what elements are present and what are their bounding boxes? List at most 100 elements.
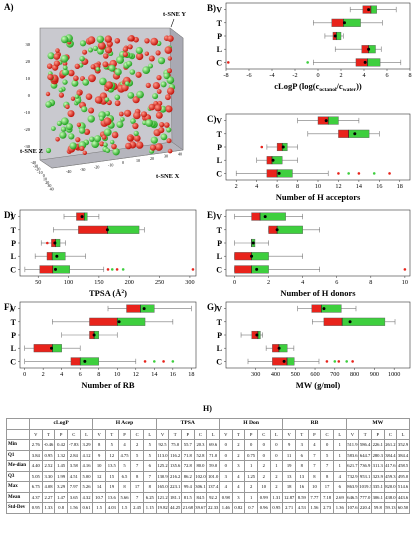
tsne-point-green bbox=[68, 133, 75, 140]
category-label: T bbox=[217, 226, 223, 235]
tsne-point-red bbox=[133, 134, 141, 142]
table-cell: 1.36 bbox=[332, 502, 347, 514]
tsne-tick-label: 40 bbox=[50, 186, 54, 191]
table-subcol-header: L bbox=[396, 428, 410, 440]
tsne-point-red bbox=[133, 111, 141, 120]
table-cell: 12.87 bbox=[282, 491, 296, 503]
outlier-point bbox=[153, 360, 156, 363]
table-cell: 7.77 bbox=[307, 491, 322, 503]
table-cell: 19.82 bbox=[155, 502, 170, 514]
table-cell: 5 bbox=[142, 449, 157, 461]
tsne-point-green bbox=[133, 130, 139, 136]
tsne-point-green bbox=[87, 115, 95, 123]
x-tick-label: 700 bbox=[330, 371, 339, 378]
tsne-point-green bbox=[160, 81, 167, 88]
x-axis-label: cLogP (log(coctanol/cwater)) bbox=[274, 81, 362, 93]
table-row-label: Std-Dev bbox=[6, 502, 30, 514]
x-axis-label: Number of H donors bbox=[280, 288, 356, 298]
outlier-point bbox=[227, 61, 230, 64]
x-tick-label: 18 bbox=[397, 183, 403, 190]
box-lower-half bbox=[323, 317, 343, 326]
outlier-point bbox=[121, 268, 125, 271]
tsne-point-red bbox=[165, 94, 171, 101]
table-cell: 335.1 bbox=[370, 481, 385, 493]
table-cell: 384.4 bbox=[396, 449, 410, 461]
outlier-point bbox=[372, 172, 376, 175]
tsne-point-red bbox=[132, 122, 139, 130]
tsne-point-red bbox=[102, 61, 109, 68]
table-cell: 125.2 bbox=[155, 460, 170, 472]
tsne-point-green bbox=[96, 35, 105, 43]
panel-letter: F) bbox=[4, 302, 13, 312]
panel-letter: C) bbox=[207, 114, 217, 124]
x-tick-label: 8 bbox=[296, 183, 299, 190]
mean-marker bbox=[348, 320, 352, 324]
table-cell: 4.40 bbox=[29, 460, 43, 472]
tsne-point-green bbox=[166, 127, 172, 133]
table-cell: 1.33 bbox=[41, 502, 56, 514]
tsne-point-red bbox=[155, 111, 163, 119]
category-label: L bbox=[11, 252, 16, 261]
mean-marker bbox=[353, 132, 357, 136]
tsne-point-green bbox=[89, 136, 95, 142]
tsne-tick-label: 20 bbox=[26, 59, 31, 64]
table-cell: 223.1 bbox=[168, 481, 182, 493]
category-label: L bbox=[11, 344, 16, 353]
table-cell: 69.6 bbox=[206, 439, 220, 451]
table-group-header: TPSA bbox=[155, 418, 220, 430]
table-cell: 261.2 bbox=[383, 439, 398, 451]
tsne-point-green bbox=[60, 126, 67, 132]
category-label: L bbox=[217, 156, 222, 165]
outlier-point bbox=[351, 360, 354, 363]
table-cell: 8 bbox=[92, 439, 106, 451]
table-subcol-header: V bbox=[218, 428, 233, 440]
tsne-point-green bbox=[82, 79, 90, 86]
table-cell: 0 bbox=[269, 439, 284, 451]
table-subcol-header: P bbox=[307, 428, 322, 440]
tsne-point-green bbox=[105, 148, 111, 154]
boxplot-panel-g: G) 300 400 500 600 700 800 900 1000 MW (g/mol) VTP… bbox=[207, 301, 411, 390]
table-cell: 75.0 bbox=[168, 439, 182, 451]
table-cell: 13.5 bbox=[105, 460, 119, 472]
table-subcol-header: L bbox=[206, 428, 220, 440]
tsne-point-green bbox=[78, 127, 86, 134]
tsne-z-label: t-SNE Z bbox=[20, 148, 43, 155]
mean-marker bbox=[250, 254, 254, 258]
table-cell: 92.5 bbox=[155, 439, 170, 451]
table-cell: 280.3 bbox=[370, 449, 385, 461]
tsne-tick-label: 0 bbox=[28, 93, 31, 98]
outlier-point bbox=[115, 268, 119, 271]
x-tick-label: 8 bbox=[408, 72, 411, 79]
box-upper-half bbox=[328, 116, 339, 125]
category-label: L bbox=[217, 252, 222, 261]
mean-marker bbox=[333, 34, 337, 38]
box-lower-half bbox=[33, 344, 53, 353]
table-subcol-header: T bbox=[168, 428, 182, 440]
table-cell: 72.8 bbox=[180, 460, 195, 472]
table-cell: 311.3 bbox=[370, 460, 385, 472]
table-row: Max 6.75 4.08 3.29 7.97 5.26 14 19 8 17 8 165.0 223.… bbox=[6, 481, 410, 493]
tsne-point-red bbox=[155, 50, 161, 56]
table-cell: 6 bbox=[332, 481, 347, 493]
tsne-point-red bbox=[149, 144, 157, 151]
table-cell: 4.12 bbox=[79, 449, 94, 461]
tsne-point-green bbox=[108, 64, 116, 72]
mean-marker bbox=[263, 215, 267, 219]
table-cell: 10 bbox=[92, 460, 106, 472]
table-subcol-header: V bbox=[155, 428, 170, 440]
tsne-point-red bbox=[103, 53, 109, 59]
table-cell: 863.9 bbox=[345, 481, 360, 493]
boxplot-panel-c: C) 2 4 6 8 10 12 14 16 18 Number of H acceptors VTP… bbox=[207, 113, 411, 202]
table-cell: 1.99 bbox=[54, 470, 68, 482]
box-lower-half bbox=[276, 142, 283, 152]
outlier-point bbox=[260, 145, 264, 149]
tsne-tick-label: 0 bbox=[43, 173, 45, 178]
table-cell: 6.25 bbox=[142, 491, 157, 503]
tsne-point-red bbox=[132, 96, 140, 104]
table-cell: 1 bbox=[332, 439, 347, 451]
x-tick-label: 10 bbox=[402, 279, 408, 286]
category-label: T bbox=[217, 130, 223, 139]
table-cell: 4.08 bbox=[41, 481, 56, 493]
